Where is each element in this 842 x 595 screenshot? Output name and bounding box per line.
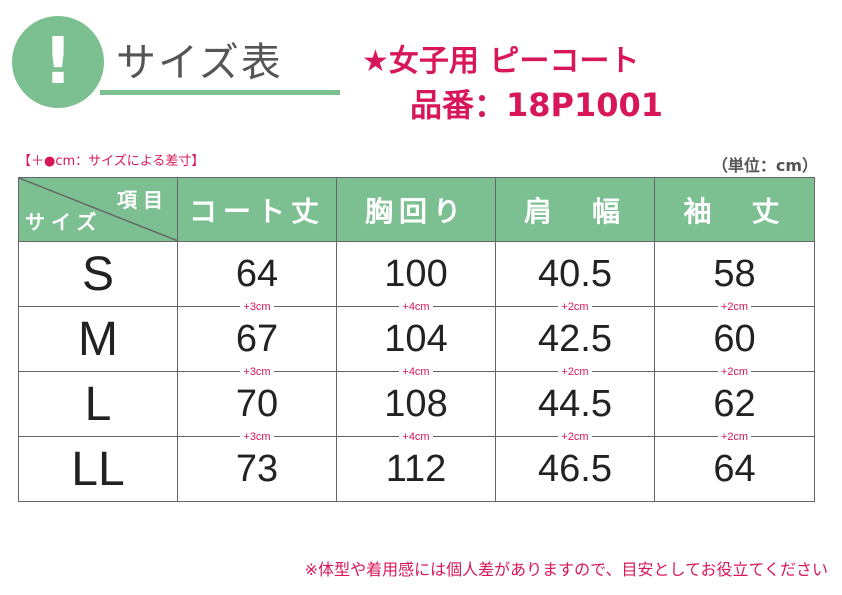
diff-label: +2cm (655, 300, 814, 314)
value-text: 108 (384, 382, 448, 425)
diff-label: +4cm (337, 300, 495, 314)
diff-label: +2cm (496, 430, 654, 444)
value-cell: 60 +2cm (654, 306, 815, 378)
col-header-coat-length: コート丈 (177, 177, 337, 242)
fit-disclaimer-note: ※体型や着用感には個人差がありますので、目安としてお役立てください (304, 560, 828, 579)
diff-label: +4cm (337, 365, 495, 379)
table-row: L 70 +3cm 108 +4cm 44.5 +2cm 62 +2cm (18, 371, 815, 443)
product-name: ★女子用 ピーコート (362, 44, 640, 79)
value-text: 64 (235, 252, 279, 295)
diff-label: +2cm (496, 365, 654, 379)
table-row: LL 73 112 46.5 64 (18, 436, 815, 502)
value-text: 44.5 (538, 382, 612, 425)
value-text: 62 (713, 382, 756, 425)
size-cell: LL (18, 436, 178, 502)
value-text: 46.5 (538, 447, 612, 490)
value-cell: 100 +4cm (336, 241, 496, 313)
value-cell: 104 +4cm (336, 306, 496, 378)
col-header-shoulder: 肩 幅 (495, 177, 655, 242)
diff-legend-note: 【＋●cm：サイズによる差寸】 (18, 154, 205, 169)
diff-label: +2cm (655, 430, 814, 444)
table-row: M 67 +3cm 104 +4cm 42.5 +2cm 60 +2cm (18, 306, 815, 378)
value-text: 60 (713, 317, 756, 360)
corner-header-cell: 項目 サイズ (18, 177, 178, 242)
corner-diagonal (19, 178, 177, 241)
diff-label: +3cm (178, 300, 336, 314)
value-cell: 112 (336, 436, 496, 502)
value-cell: 64 (654, 436, 815, 502)
title-underline (100, 90, 340, 95)
value-text: 112 (385, 447, 447, 490)
size-table: 項目 サイズ コート丈 胸回り 肩 幅 袖 丈 S 64 +3cm 100 +4cm… (18, 177, 815, 502)
diff-label: +3cm (178, 430, 336, 444)
value-text: 70 (235, 382, 279, 425)
value-cell: 62 +2cm (654, 371, 815, 443)
diff-label: +4cm (337, 430, 495, 444)
value-cell: 64 +3cm (177, 241, 337, 313)
product-code: 品番：18P1001 (410, 86, 664, 124)
value-cell: 40.5 +2cm (495, 241, 655, 313)
value-cell: 70 +3cm (177, 371, 337, 443)
col-header-sleeve: 袖 丈 (654, 177, 815, 242)
corner-size-label: サイズ (25, 210, 103, 234)
value-text: 104 (384, 317, 448, 360)
value-cell: 108 +4cm (336, 371, 496, 443)
value-text: 58 (713, 252, 756, 295)
diff-label: +2cm (655, 365, 814, 379)
exclamation-badge-icon: ! (12, 16, 104, 108)
unit-label: （単位：cm） (711, 156, 818, 175)
table-header-row: 項目 サイズ コート丈 胸回り 肩 幅 袖 丈 (18, 177, 815, 242)
value-cell: 46.5 (495, 436, 655, 502)
col-header-chest: 胸回り (336, 177, 496, 242)
value-text: 73 (235, 447, 279, 490)
table-row: S 64 +3cm 100 +4cm 40.5 +2cm 58 +2cm (18, 241, 815, 313)
value-cell: 58 +2cm (654, 241, 815, 313)
value-text: 42.5 (538, 317, 612, 360)
size-cell: S (18, 241, 178, 307)
value-cell: 42.5 +2cm (495, 306, 655, 378)
size-cell: L (18, 371, 178, 437)
corner-item-label: 項目 (117, 188, 169, 212)
value-text: 67 (235, 317, 279, 360)
value-text: 64 (713, 447, 756, 490)
size-cell: M (18, 306, 178, 372)
value-text: 100 (384, 252, 448, 295)
diff-label: +2cm (496, 300, 654, 314)
value-cell: 73 (177, 436, 337, 502)
value-cell: 44.5 +2cm (495, 371, 655, 443)
value-text: 40.5 (538, 252, 612, 295)
diff-label: +3cm (178, 365, 336, 379)
page-title: サイズ表 (116, 40, 283, 86)
value-cell: 67 +3cm (177, 306, 337, 378)
